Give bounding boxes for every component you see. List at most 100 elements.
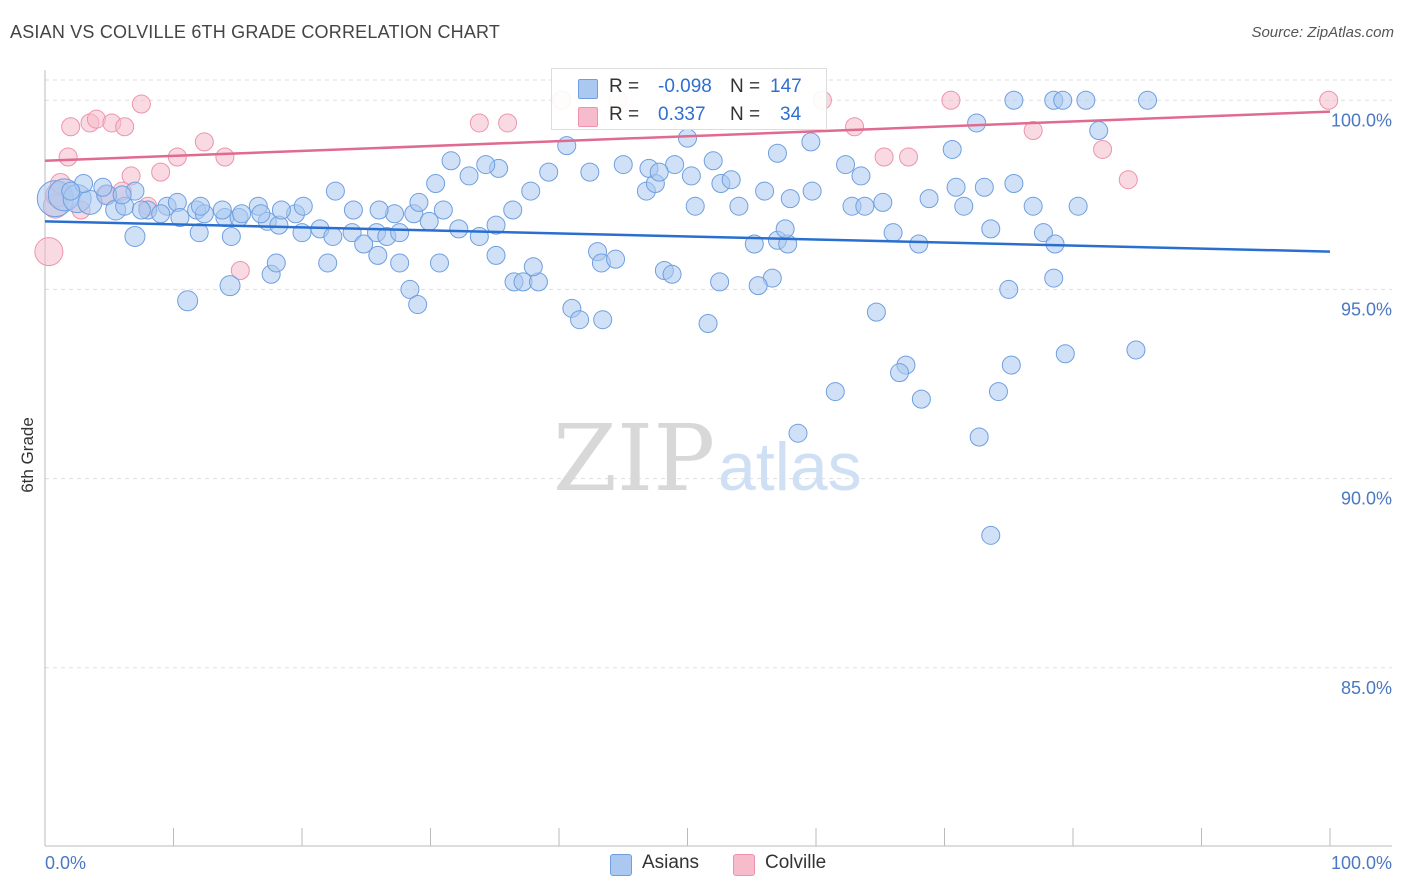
asian-point [221,226,241,246]
x-tick-label: 100.0% [1331,853,1392,873]
asian-point [593,310,613,330]
asian-point [408,295,428,315]
asians-r-label: R = [609,76,640,97]
asian-point [873,192,893,212]
asian-point [570,310,590,330]
y-tick-label: 95.0% [1341,299,1392,319]
asian-point [390,253,410,273]
colville-point [941,90,961,110]
colville-point [1319,90,1339,110]
asian-point [755,181,775,201]
asian-point [177,290,199,312]
colville-point [215,147,235,167]
asian-point [780,189,800,209]
asian-point [954,196,974,216]
asian-point [251,204,271,224]
asian-point [112,185,132,205]
asian-point [1053,90,1073,110]
asian-point [124,225,146,247]
asian-point [429,253,449,273]
asian-point [866,302,886,322]
colville-point [115,117,135,137]
asian-point [400,279,420,299]
asian-point [1055,344,1075,364]
asian-point [967,113,987,133]
asian-point [1138,90,1158,110]
asian-point [219,275,241,297]
asian-point [678,128,697,148]
asian-point [703,151,723,171]
watermark-atlas: atlas [718,429,862,505]
asian-point [1044,268,1064,288]
asian-point [911,389,931,409]
asian-point [539,162,559,182]
asian-point [710,272,730,292]
asian-point [825,382,845,402]
asian-point [93,177,113,197]
asian-point [433,200,453,220]
asian-point [999,279,1019,299]
asian-point [744,234,764,254]
asian-point [523,257,543,277]
asian-point [131,200,151,220]
asian-point [855,196,875,216]
colville-point [874,147,894,167]
asian-point [1004,173,1024,193]
asian-point [836,155,856,175]
asian-point [919,189,939,209]
asian-point [170,208,190,228]
asian-point [942,139,962,159]
asian-point [426,173,446,193]
asian-point [190,196,210,216]
asian-point [318,253,338,273]
asian-point [521,181,541,201]
asian-point [369,200,389,220]
colville-point [194,132,214,152]
asian-point [459,166,479,186]
stats-legend: R = -0.098 N = 147 R = 0.337 N = 34 [551,68,827,130]
axis-layer: 85.0% 90.0% 95.0% 100.0% 0.0% 100.0% [44,70,1392,873]
series-legend: Asians Colville [0,852,1406,878]
asian-point [354,234,374,254]
asian-point [981,219,1001,239]
asian-point [1126,340,1146,360]
y-tick-label: 90.0% [1341,489,1392,509]
asian-point [390,223,410,243]
asian-point [767,143,787,163]
asian-point [698,313,718,333]
x-tick-label: 0.0% [45,853,86,873]
asian-point [189,223,209,243]
asian-point [1089,121,1109,141]
colville-point [230,261,250,281]
asian-point [681,166,701,186]
asian-point [613,155,633,175]
colville-n-value: 34 [780,104,802,125]
source-note: Source: ZipAtlas.com [1251,24,1394,41]
asian-point [325,181,345,201]
asians-points [36,90,1158,545]
asian-point [662,264,682,284]
colville-trend-line [44,110,1331,163]
asian-point [61,181,81,201]
asian-point [271,200,291,220]
asian-point [323,226,343,246]
asian-point [981,525,1001,545]
asian-point [974,177,994,197]
asian-point [969,427,989,447]
colville-point [899,147,919,167]
colville-point [469,113,489,133]
asian-point [883,223,903,243]
asian-point [606,249,626,269]
asian-point [1001,355,1021,375]
watermark: ZIP atlas [553,405,862,512]
asian-point [1033,223,1053,243]
asian-point [946,177,966,197]
asian-point [441,151,461,171]
colville-point [151,162,171,182]
y-tick-label: 85.0% [1341,678,1392,698]
asians-n-value: 147 [770,76,802,97]
colville-point [498,113,518,133]
asian-point [486,215,506,235]
asians-r-value: -0.098 [658,76,712,97]
